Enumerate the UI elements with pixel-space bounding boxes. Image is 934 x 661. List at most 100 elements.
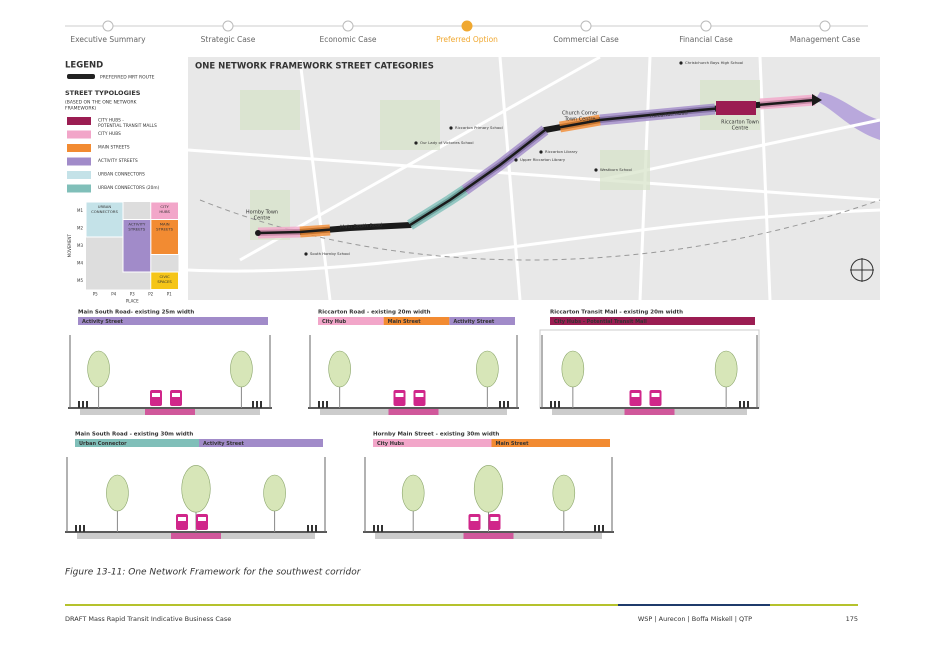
person: [558, 401, 560, 408]
page-number: 175: [846, 615, 858, 623]
bus: [413, 390, 426, 406]
place-pin: [414, 141, 418, 145]
road: [239, 55, 601, 262]
person: [260, 401, 262, 408]
label: Centre: [254, 216, 271, 222]
label: Christchurch Boys High School: [685, 60, 743, 65]
tree: [401, 474, 425, 512]
legend-swatch: [67, 157, 91, 166]
label: Urban Connector: [79, 441, 127, 447]
label: URBAN CONNECTORS: [98, 172, 145, 178]
section-band: [383, 317, 450, 325]
person: [86, 401, 88, 408]
footer-right: WSP | Aurecon | Boffa Miskell | QTP: [638, 615, 752, 623]
person: [75, 525, 77, 532]
mrt-route: [257, 98, 816, 235]
bus-window: [490, 517, 499, 521]
person: [499, 401, 501, 408]
bus: [649, 390, 662, 406]
person: [503, 401, 505, 408]
matrix-cell: [150, 219, 179, 255]
nav-dot: [102, 20, 114, 32]
tree: [263, 474, 286, 512]
person: [79, 525, 81, 532]
arrow: [812, 94, 822, 106]
label: (BASED ON THE ONE NETWORK: [65, 100, 138, 106]
label: Main Street: [388, 319, 422, 325]
person: [747, 401, 749, 408]
place-pin: [539, 150, 543, 154]
label: South Hornby School: [310, 251, 350, 256]
road: [298, 59, 332, 301]
route-start: [255, 230, 261, 236]
nav-step: Executive Summary: [70, 35, 146, 44]
label: Centre: [732, 126, 749, 132]
nav-dot: [461, 20, 473, 32]
section-title: Hornby Main Street - existing 30m width: [373, 432, 499, 438]
label: Our Lady of Victories School: [420, 140, 474, 145]
person: [594, 525, 596, 532]
section-band: [449, 317, 515, 325]
section-title: Main South Road- existing 25m width: [78, 310, 194, 316]
place-pin: [304, 252, 308, 256]
label: STREETS: [128, 227, 145, 232]
legend-title: LEGEND: [65, 61, 103, 71]
person: [322, 401, 324, 408]
label: M5: [77, 278, 83, 283]
label: Main South Road: [340, 222, 382, 230]
bus-window: [198, 517, 206, 521]
tree: [230, 350, 253, 388]
north-arrow: [850, 258, 874, 282]
section-title: Riccarton Road - existing 20m width: [318, 310, 431, 316]
label: M3: [77, 243, 83, 248]
place-pin: [514, 158, 518, 162]
legend-swatch: [67, 144, 91, 152]
nav-step: Strategic Case: [201, 35, 256, 44]
park: [240, 90, 300, 130]
person: [318, 401, 320, 408]
person: [256, 401, 258, 408]
tree: [87, 350, 110, 388]
road: [758, 56, 772, 301]
section-band: [78, 317, 268, 325]
label: SPACES: [157, 279, 172, 284]
label: M4: [77, 260, 83, 265]
label: HUBS: [159, 209, 170, 214]
person: [82, 401, 84, 408]
section-band: [491, 439, 610, 447]
label: MOVEMENT: [67, 234, 72, 258]
label: Activity Street: [203, 441, 245, 447]
section-band: [75, 439, 199, 447]
legend-swatch: [67, 130, 91, 139]
bus: [196, 514, 208, 530]
bus-lane: [388, 409, 439, 415]
bus: [468, 514, 481, 530]
tree: [714, 350, 738, 388]
nav-dot: [700, 20, 712, 32]
place-pin: [594, 168, 598, 172]
bus-lane: [463, 533, 514, 539]
bus-lane: [624, 409, 675, 415]
matrix-cell: [150, 271, 179, 290]
label: Riccarton Library: [545, 149, 578, 154]
label: CONNECTORS: [91, 209, 118, 214]
label: PREFERRED MRT ROUTE: [100, 75, 155, 81]
bus-lane: [145, 409, 195, 415]
tree: [328, 350, 351, 388]
label: Riccarton Town: [721, 120, 759, 126]
nav-step: Financial Case: [679, 35, 733, 44]
label: CITY HUBS -: [98, 118, 124, 124]
person: [83, 525, 85, 532]
label: STREET TYPOLOGIES: [65, 89, 141, 97]
nav-dot: [819, 20, 831, 32]
route-swatch: [67, 74, 95, 79]
person: [598, 525, 600, 532]
label: CITY HUBS: [98, 131, 121, 137]
label: POTENTIAL TRANSIT MALLS: [98, 123, 157, 129]
person: [554, 401, 556, 408]
bus-window: [152, 393, 160, 397]
bus: [150, 390, 162, 406]
label: P3: [130, 292, 135, 297]
place-pin: [679, 61, 683, 65]
